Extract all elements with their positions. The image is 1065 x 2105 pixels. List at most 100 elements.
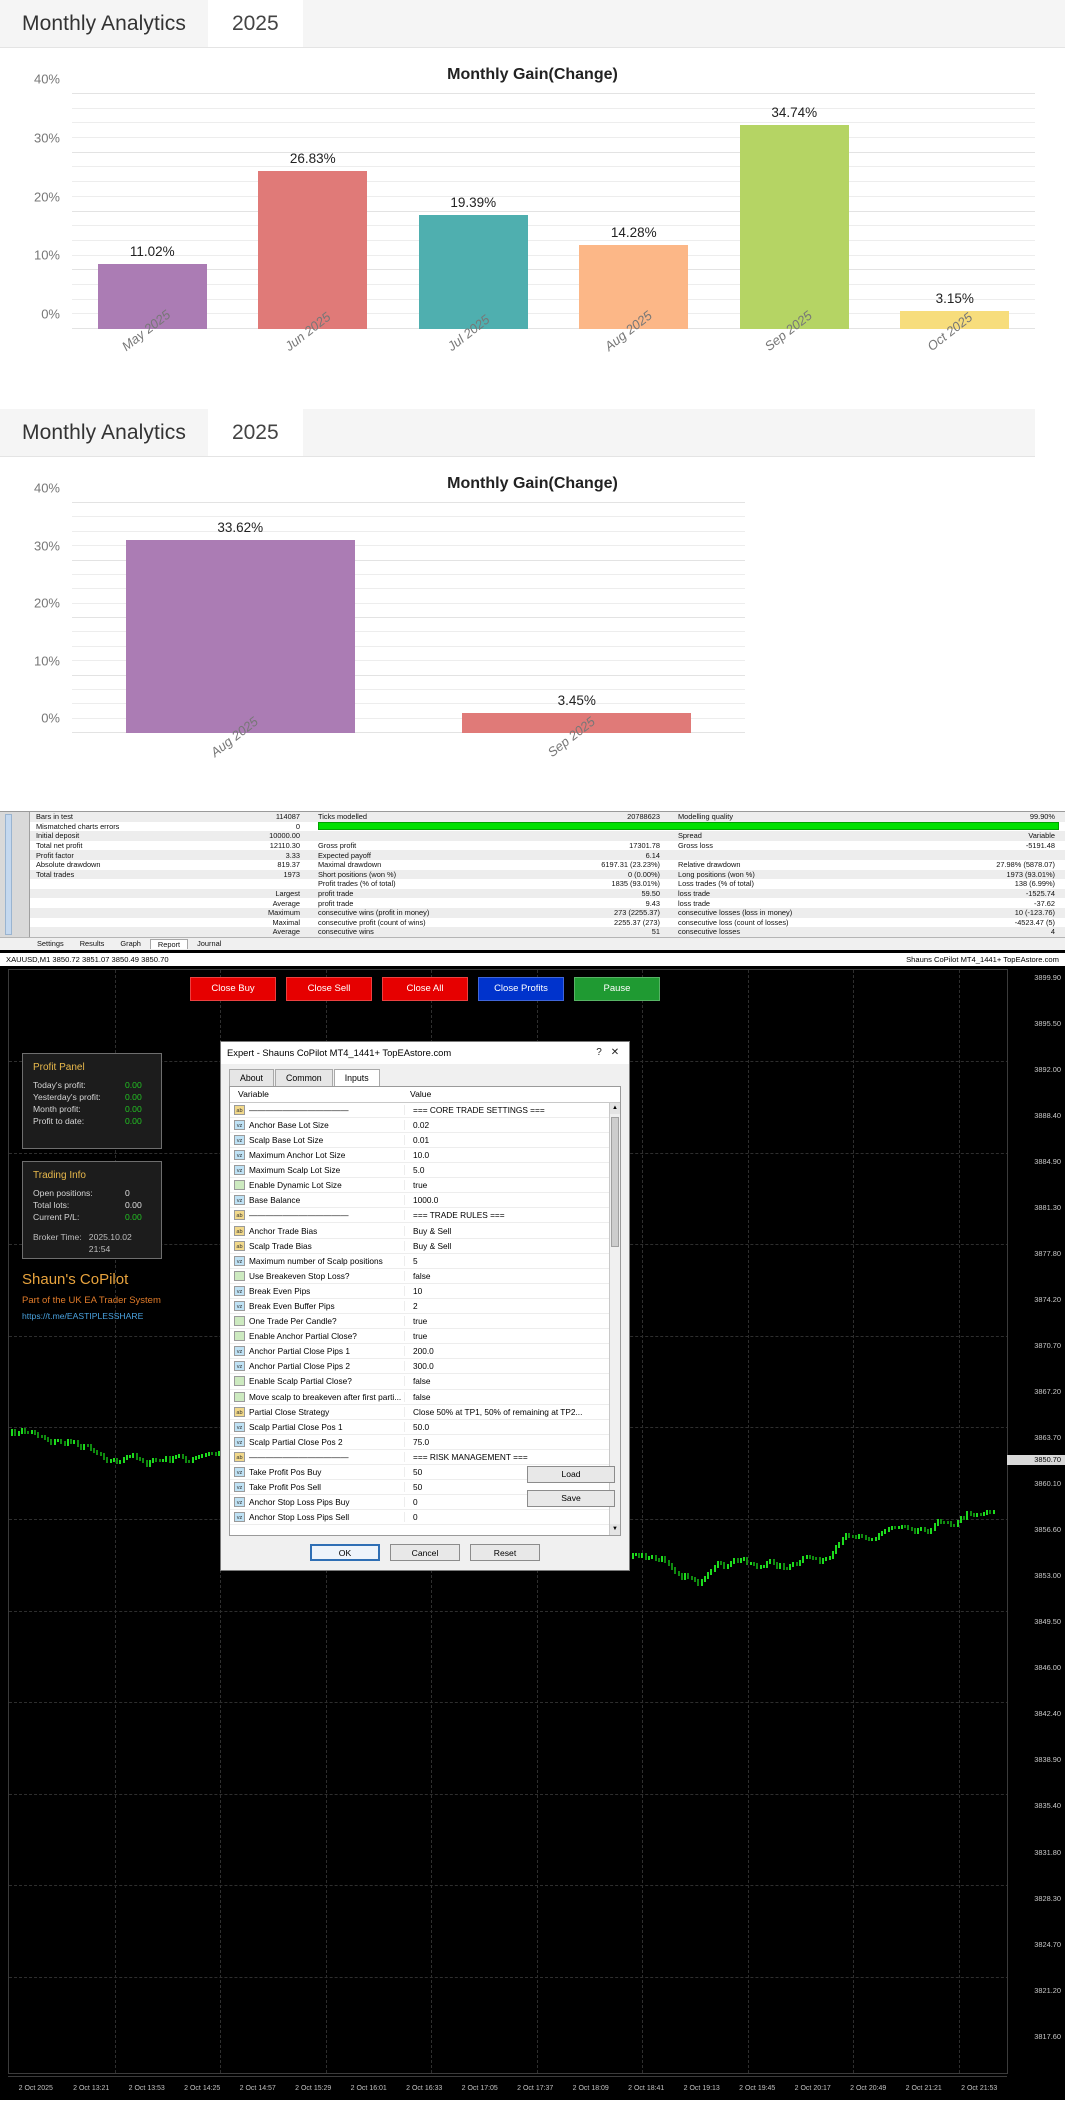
input-row[interactable]: vz Scalp Partial Close Pos 2 75.0 (230, 1435, 609, 1450)
bar-item[interactable]: 3.15% (875, 94, 1036, 329)
button-cancel[interactable]: Cancel (390, 1544, 460, 1562)
input-row[interactable]: vz Take Profit Pos Sell 50 (230, 1480, 609, 1496)
input-value[interactable]: 50 (404, 1467, 609, 1478)
bar[interactable] (258, 171, 368, 329)
expert-properties-dialog[interactable]: Expert - Shauns CoPilot MT4_1441+ TopEAs… (220, 1040, 630, 1571)
input-value[interactable]: Buy & Sell (404, 1240, 609, 1251)
button-save[interactable]: Save (527, 1489, 615, 1507)
input-row[interactable]: ab Scalp Trade Bias Buy & Sell (230, 1239, 609, 1254)
input-value[interactable]: true (404, 1180, 609, 1191)
input-row[interactable]: Enable Anchor Partial Close? true (230, 1329, 609, 1345)
close-icon[interactable]: ✕ (610, 1047, 620, 1059)
button-close-profits[interactable]: Close Profits (478, 976, 564, 1001)
report-tab-report[interactable]: Report (149, 938, 189, 949)
button-close-buy[interactable]: Close Buy (190, 976, 276, 1001)
input-value[interactable]: 1000.0 (404, 1195, 609, 1206)
input-value[interactable]: false (404, 1376, 609, 1387)
scroll-up-icon[interactable]: ▲ (610, 1102, 620, 1114)
bar-item[interactable]: 33.62% (72, 503, 409, 733)
inputs-scrollbar[interactable]: ▲ ▼ (609, 1102, 620, 1535)
input-row[interactable]: ab ———————————— === RISK MANAGEMENT === (230, 1450, 609, 1465)
input-value[interactable]: 0 (404, 1512, 609, 1523)
input-row[interactable]: ab ———————————— === CORE TRADE SETTINGS ==… (230, 1103, 609, 1118)
input-value[interactable]: Close 50% at TP1, 50% of remaining at TP… (404, 1406, 609, 1417)
input-row[interactable]: vz Anchor Partial Close Pips 1 200.0 (230, 1344, 609, 1360)
button-reset[interactable]: Reset (470, 1544, 540, 1562)
input-row[interactable]: vz Take Profit Pos Buy 50 (230, 1465, 609, 1481)
bar[interactable] (462, 713, 692, 733)
input-row[interactable]: vz Scalp Partial Close Pos 1 50.0 (230, 1420, 609, 1435)
input-value[interactable]: 50 (404, 1482, 609, 1493)
bar-item[interactable]: 11.02% (72, 94, 233, 329)
input-value[interactable]: true (404, 1316, 609, 1327)
input-value[interactable]: Buy & Sell (404, 1225, 609, 1236)
input-value[interactable]: === CORE TRADE SETTINGS === (404, 1104, 609, 1115)
bar[interactable] (900, 310, 1010, 329)
button-pause[interactable]: Pause (574, 976, 660, 1001)
input-row[interactable]: Use Breakeven Stop Loss? false (230, 1269, 609, 1284)
bar[interactable] (97, 264, 207, 329)
input-row[interactable]: vz Anchor Stop Loss Pips Buy 0 (230, 1495, 609, 1511)
input-row[interactable]: ab Partial Close Strategy Close 50% at TP1… (230, 1405, 609, 1420)
dialog-tab-about[interactable]: About (229, 1068, 274, 1086)
input-value[interactable]: 5 (404, 1255, 609, 1266)
input-value[interactable]: false (404, 1391, 609, 1402)
bar[interactable] (418, 215, 528, 329)
tab-year-2025-2[interactable]: 2025 (207, 409, 303, 456)
input-value[interactable]: false (404, 1270, 609, 1281)
input-row[interactable]: Enable Dynamic Lot Size true (230, 1178, 609, 1194)
input-row[interactable]: vz Maximum number of Scalp positions 5 (230, 1254, 609, 1269)
input-row[interactable]: vz Maximum Anchor Lot Size 10.0 (230, 1148, 609, 1164)
input-value[interactable]: 300.0 (404, 1361, 609, 1372)
telegram-link[interactable]: https://t.me/EASTIPLESSHARE (22, 1310, 144, 1321)
scroll-thumb[interactable] (611, 1116, 619, 1247)
bar[interactable] (579, 245, 689, 329)
report-tab-journal[interactable]: Journal (197, 939, 222, 949)
bar-item[interactable]: 14.28% (554, 94, 715, 329)
bar-item[interactable]: 19.39% (393, 94, 554, 329)
input-row[interactable]: One Trade Per Candle? true (230, 1314, 609, 1330)
bar-item[interactable]: 26.83% (233, 94, 394, 329)
input-value[interactable]: 0.02 (404, 1119, 609, 1130)
input-value[interactable]: 5.0 (404, 1165, 609, 1176)
button-load[interactable]: Load (527, 1465, 615, 1483)
bar-item[interactable]: 3.45% (409, 503, 746, 733)
input-value[interactable]: true (404, 1331, 609, 1342)
input-row[interactable]: ab ———————————— === TRADE RULES === (230, 1208, 609, 1224)
input-value[interactable]: 200.0 (404, 1346, 609, 1357)
input-row[interactable]: vz Scalp Base Lot Size 0.01 (230, 1133, 609, 1148)
input-row[interactable]: Enable Scalp Partial Close? false (230, 1374, 609, 1390)
report-scrollbar[interactable] (0, 812, 30, 937)
dialog-tab-common[interactable]: Common (275, 1068, 333, 1086)
input-row[interactable]: vz Break Even Pips 10 (230, 1284, 609, 1299)
input-value[interactable]: 0.01 (404, 1134, 609, 1145)
button-close-sell[interactable]: Close Sell (286, 976, 372, 1001)
input-row[interactable]: vz Anchor Partial Close Pips 2 300.0 (230, 1359, 609, 1375)
input-row[interactable]: vz Anchor Stop Loss Pips Sell 0 (230, 1510, 609, 1526)
input-value[interactable]: 75.0 (404, 1436, 609, 1447)
input-value[interactable]: 10.0 (404, 1150, 609, 1161)
input-value[interactable]: 0 (404, 1497, 609, 1508)
input-value[interactable]: 2 (404, 1300, 609, 1311)
input-row[interactable]: vz Break Even Buffer Pips 2 (230, 1299, 609, 1315)
tab-year-2025-1[interactable]: 2025 (207, 0, 303, 47)
input-row[interactable]: Move scalp to breakeven after first part… (230, 1390, 609, 1405)
input-value[interactable]: 50.0 (404, 1421, 609, 1432)
report-tab-graph[interactable]: Graph (120, 939, 141, 949)
button-ok[interactable]: OK (310, 1544, 380, 1562)
input-row[interactable]: vz Maximum Scalp Lot Size 5.0 (230, 1163, 609, 1179)
report-tab-settings[interactable]: Settings (37, 939, 64, 949)
dialog-tab-inputs[interactable]: Inputs (333, 1068, 380, 1086)
bar[interactable] (739, 124, 849, 329)
input-row[interactable]: ab Anchor Trade Bias Buy & Sell (230, 1223, 609, 1239)
input-value[interactable]: 10 (404, 1285, 609, 1296)
input-value[interactable]: === TRADE RULES === (404, 1210, 609, 1221)
help-icon[interactable]: ? (596, 1047, 602, 1059)
input-row[interactable]: vz Anchor Base Lot Size 0.02 (230, 1118, 609, 1133)
scroll-down-icon[interactable]: ▼ (610, 1523, 620, 1535)
input-row[interactable]: vz Base Balance 1000.0 (230, 1193, 609, 1209)
button-close-all[interactable]: Close All (382, 976, 468, 1001)
bar[interactable] (125, 539, 355, 733)
report-tab-results[interactable]: Results (79, 939, 105, 949)
bar-item[interactable]: 34.74% (714, 94, 875, 329)
